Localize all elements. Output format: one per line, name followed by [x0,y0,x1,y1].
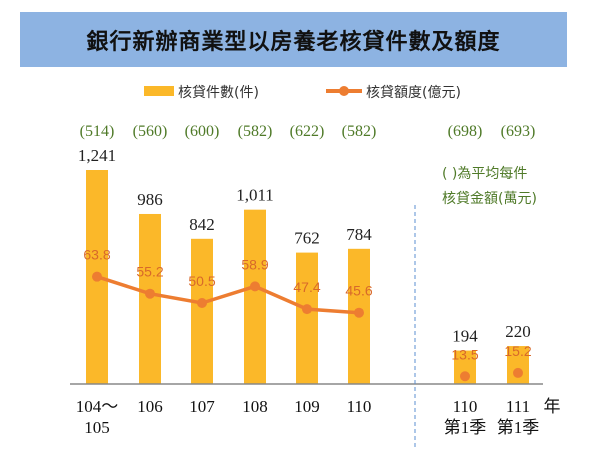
chart-title: 銀行新辦商業型以房養老核貸件數及額度 [20,12,567,67]
bar [296,252,318,384]
bar [244,209,266,384]
bar [507,346,529,384]
bar-value-label: 1,011 [236,186,274,205]
line-point [197,298,207,309]
average-label: (514) [80,123,115,140]
x-tick-label: 第1季 [497,418,540,437]
line-value-label: 45.6 [345,283,372,299]
line-point [460,371,470,382]
x-tick-label: 108 [242,397,268,416]
line-value-label: 50.5 [188,273,215,289]
average-label: (582) [342,123,377,140]
bar [191,238,213,384]
line-point [354,307,364,318]
x-tick-label: 第1季 [444,418,487,437]
bar-value-label: 1,241 [78,146,116,165]
x-tick-label: 109 [294,397,320,416]
average-label: (622) [290,123,325,140]
line-value-label: 58.9 [241,256,268,272]
note-line-2: 核貸金額(萬元) [442,191,537,207]
legend-line-marker [339,86,349,96]
average-label: (600) [185,123,220,140]
line-value-label: 63.8 [83,247,110,263]
bar [454,350,476,384]
line-point [250,281,260,292]
x-tick-label: 106 [137,397,163,416]
x-tick-label: 105 [84,418,110,437]
average-label: (582) [238,123,273,140]
legend-bar-swatch [144,86,174,96]
bar-value-label: 986 [137,190,163,209]
bar [139,213,161,384]
legend-bar-label: 核貸件數(件) [178,85,259,101]
x-tick-label: 110 [453,397,478,416]
line-point [513,367,523,378]
x-tick-label: 104～ [76,397,119,416]
line-point [92,271,102,282]
bar-value-label: 220 [505,322,531,341]
legend-line-label: 核貸額度(億元) [366,85,461,101]
line-series [96,275,360,315]
x-axis-unit: 年 [544,397,561,416]
average-label: (698) [448,123,483,140]
x-tick-label: 111 [506,397,530,416]
line-point [302,304,312,315]
line-value-label: 15.2 [504,343,531,359]
average-label: (560) [133,123,168,140]
bar-value-label: 194 [452,327,478,346]
bar-value-label: 784 [346,225,372,244]
line-value-label: 47.4 [293,279,320,295]
average-label: (693) [501,123,536,140]
x-tick-label: 107 [189,397,215,416]
bar-value-label: 762 [294,229,320,248]
line-value-label: 55.2 [136,264,163,280]
note-line-1: ( )為平均每件 [442,166,527,182]
line-point [145,288,155,299]
line-value-label: 13.5 [451,346,478,362]
bar-value-label: 842 [189,215,215,234]
x-tick-label: 110 [347,397,372,416]
